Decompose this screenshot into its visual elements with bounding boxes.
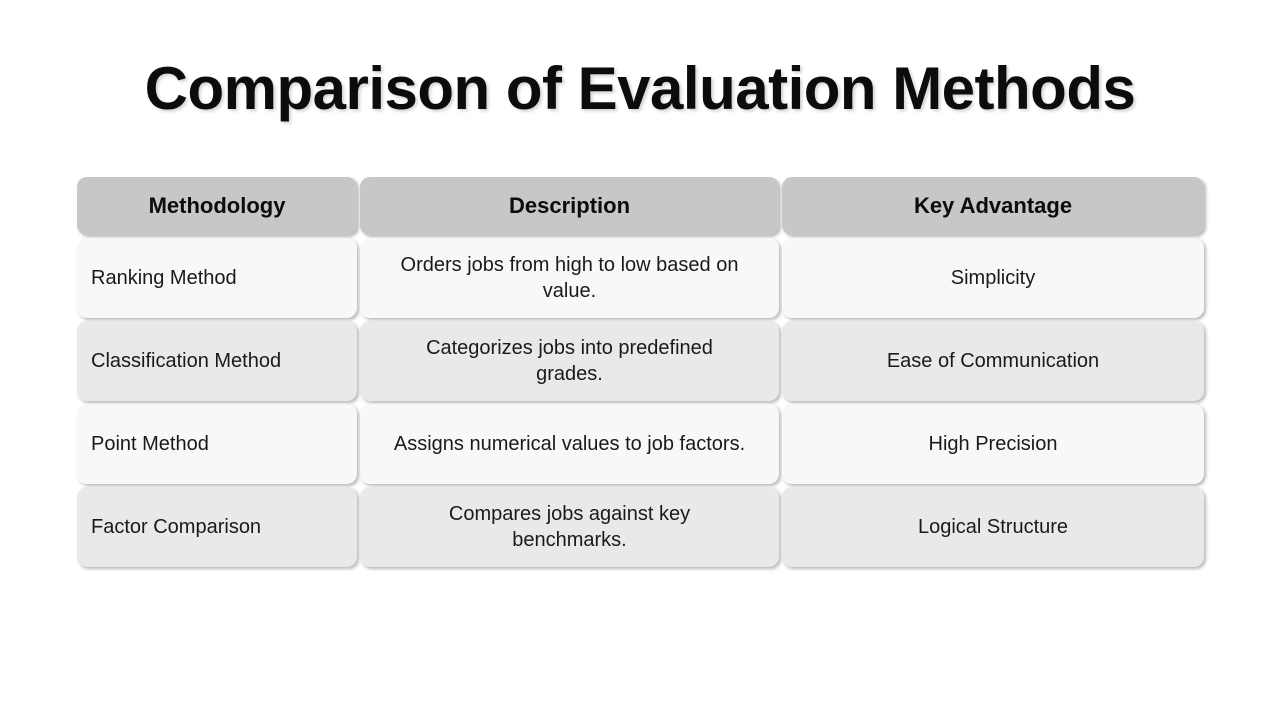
- cell-row3-methodology: Point Method: [77, 404, 357, 484]
- column-header-key-advantage: Key Advantage: [782, 177, 1204, 235]
- cell-row4-description: Compares jobs against key benchmarks.: [360, 487, 779, 567]
- cell-row4-advantage: Logical Structure: [782, 487, 1204, 567]
- cell-row3-advantage: High Precision: [782, 404, 1204, 484]
- page-title: Comparison of Evaluation Methods: [144, 55, 1136, 122]
- cell-row2-description: Categorizes jobs into predefined grades.: [360, 321, 779, 401]
- cell-row3-description: Assigns numerical values to job factors.: [360, 404, 779, 484]
- column-header-description: Description: [360, 177, 779, 235]
- comparison-table: Methodology Description Key Advantage Ra…: [77, 177, 1204, 567]
- column-header-methodology: Methodology: [77, 177, 357, 235]
- cell-row1-methodology: Ranking Method: [77, 238, 357, 318]
- cell-row1-advantage: Simplicity: [782, 238, 1204, 318]
- cell-row1-description: Orders jobs from high to low based on va…: [360, 238, 779, 318]
- cell-row4-methodology: Factor Comparison: [77, 487, 357, 567]
- cell-row2-advantage: Ease of Communication: [782, 321, 1204, 401]
- cell-row2-methodology: Classification Method: [77, 321, 357, 401]
